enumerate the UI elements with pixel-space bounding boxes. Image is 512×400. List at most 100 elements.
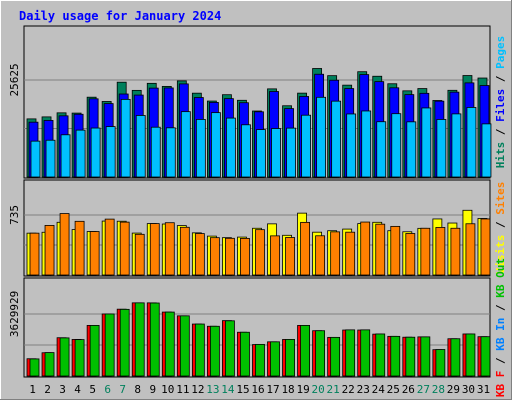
- x-tick-label: 21: [327, 383, 340, 396]
- bar-kb-out-day-14: [225, 320, 235, 377]
- bar-sites-day-4: [74, 220, 85, 276]
- bar-sites-day-17: [270, 235, 280, 276]
- bar-kb-out-day-19: [300, 325, 310, 377]
- x-tick-label: 19: [296, 383, 309, 396]
- bar-sites-day-31: [480, 218, 491, 276]
- bar-sites-day-6: [104, 218, 115, 276]
- x-tick-label: 23: [357, 383, 370, 396]
- bar-sites-day-14: [225, 237, 235, 276]
- bar-kb-out-day-25: [390, 335, 401, 377]
- series-legend: KB F / KB In / KB Out: [494, 258, 507, 397]
- bar-kb-out-day-3: [59, 337, 70, 377]
- bar-sites-day-10: [164, 222, 175, 276]
- x-tick-label: 4: [74, 383, 81, 396]
- bar-pages-day-7: [120, 98, 131, 178]
- x-tick-label: 8: [134, 383, 141, 396]
- x-tick-label: 18: [281, 383, 294, 396]
- bar-sites-day-1: [29, 232, 40, 276]
- bar-sites-day-19: [300, 221, 310, 276]
- bar-kb-out-day-31: [480, 336, 491, 377]
- bar-sites-day-7: [119, 221, 130, 276]
- bar-sites-day-24: [375, 223, 386, 276]
- bar-sites-day-29: [450, 227, 461, 276]
- panel-visits-sites: 735 Visits / Sites: [8, 179, 507, 277]
- bar-pages-day-30: [466, 107, 477, 178]
- bar-pages-day-1: [30, 140, 41, 178]
- bar-kb-out-day-20: [315, 330, 326, 377]
- bar-kb-out-day-9: [149, 302, 160, 377]
- bar-sites-day-23: [360, 221, 371, 276]
- bar-pages-day-21: [331, 100, 342, 178]
- bar-sites-day-2: [44, 224, 55, 276]
- bar-pages-day-15: [241, 124, 251, 178]
- bar-sites-day-8: [134, 233, 145, 276]
- bar-sites-day-13: [209, 237, 220, 276]
- x-tick-label: 14: [221, 383, 235, 396]
- bar-kb-out-day-7: [119, 308, 130, 377]
- legend-visits: Visits: [494, 235, 507, 275]
- x-tick-label: 28: [432, 383, 445, 396]
- bar-pages-day-25: [391, 113, 402, 178]
- x-tick-label: 7: [119, 383, 126, 396]
- bar-kb-out-day-22: [345, 329, 356, 377]
- bar-sites-day-11: [179, 226, 190, 276]
- series-legend: Visits / Sites: [494, 182, 507, 275]
- bar-kb-out-day-5: [89, 325, 100, 377]
- bar-kb-out-day-23: [360, 329, 371, 377]
- x-tick-label: 22: [342, 383, 355, 396]
- bar-kb-out-day-15: [240, 331, 250, 377]
- bar-sites-day-16: [255, 229, 265, 276]
- x-tick-label: 20: [312, 383, 325, 396]
- bar-pages-day-6: [105, 126, 116, 178]
- x-tick-label: 9: [149, 383, 156, 396]
- bar-pages-day-2: [45, 139, 56, 178]
- bar-pages-day-14: [226, 117, 236, 178]
- bar-sites-day-9: [149, 223, 160, 276]
- panel-kbytes: 3629929 KB F / KB In / KB Out: [8, 258, 507, 397]
- bar-sites-day-5: [89, 231, 100, 276]
- x-tick-label: 1: [29, 383, 36, 396]
- bar-pages-day-19: [301, 114, 311, 178]
- bar-sites-day-26: [405, 233, 416, 276]
- bar-sites-day-3: [59, 213, 70, 276]
- bar-kb-out-day-17: [270, 341, 280, 377]
- bar-sites-day-27: [420, 227, 431, 276]
- bar-kb-out-day-12: [194, 323, 205, 377]
- x-tick-label: 27: [417, 383, 430, 396]
- bar-pages-day-10: [165, 127, 176, 178]
- bar-kb-out-day-10: [164, 311, 175, 377]
- x-tick-label: 3: [59, 383, 66, 396]
- bar-sites-day-12: [194, 233, 205, 276]
- bar-pages-day-11: [180, 111, 191, 178]
- bar-sites-day-21: [330, 231, 341, 276]
- y-max-label: 25625: [8, 63, 21, 96]
- bar-pages-day-5: [90, 127, 101, 178]
- bar-pages-day-17: [271, 128, 281, 178]
- bar-kb-out-day-4: [74, 339, 85, 377]
- bar-pages-day-27: [421, 107, 432, 178]
- x-tick-label: 2: [44, 383, 51, 396]
- bar-kb-out-day-26: [405, 336, 416, 377]
- bar-pages-day-4: [75, 129, 86, 178]
- legend-kb-out: KB Out: [494, 258, 507, 298]
- bar-pages-day-12: [195, 119, 206, 178]
- x-tick-label: 31: [477, 383, 490, 396]
- x-tick-label: 24: [372, 383, 386, 396]
- bar-sites-day-22: [345, 231, 356, 276]
- x-tick-label: 12: [191, 383, 204, 396]
- bar-pages-day-24: [376, 121, 387, 178]
- x-tick-label: 11: [176, 383, 189, 396]
- legend-hits: Hits: [494, 142, 507, 169]
- bar-pages-day-8: [135, 115, 146, 178]
- bar-sites-day-28: [435, 227, 446, 276]
- x-tick-label: 25: [387, 383, 400, 396]
- bar-pages-day-26: [406, 121, 417, 178]
- bar-pages-day-16: [256, 129, 266, 178]
- bar-sites-day-30: [465, 223, 476, 276]
- legend-files: Files: [494, 89, 507, 122]
- bar-kb-out-day-13: [209, 325, 220, 377]
- bar-kb-out-day-29: [450, 338, 461, 377]
- x-tick-label: 5: [89, 383, 96, 396]
- bar-pages-day-23: [361, 110, 372, 178]
